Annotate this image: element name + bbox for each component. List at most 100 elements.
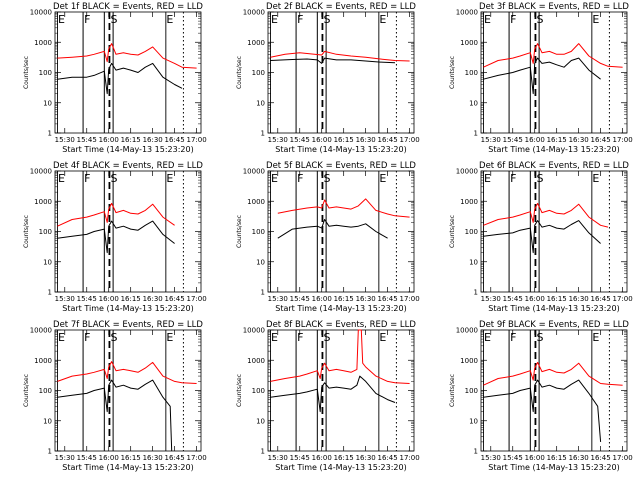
series-events-line	[57, 220, 175, 254]
x-axis-title: Start Time (14-May-13 15:23:20)	[62, 463, 193, 472]
x-tick-label: 15:45	[77, 136, 97, 144]
marker-box-label: E	[271, 331, 278, 344]
x-tick-label: 15:30	[55, 136, 75, 144]
y-axis-title: Counts/sec	[23, 215, 30, 248]
series-lld-line	[483, 361, 623, 386]
y-tick-label: 10000	[243, 9, 265, 17]
panel-7: Det 7f BLACK = Events, RED = LLD 1 10 100 10…	[23, 320, 207, 472]
y-tick-label: 1	[474, 289, 478, 297]
marker-box-label: E	[592, 13, 599, 26]
y-tick-label: 100	[465, 387, 478, 395]
y-tick-label: 1	[474, 448, 478, 456]
panel-title: Det 4f BLACK = Events, RED = LLD	[53, 161, 203, 171]
marker-box-label: E	[484, 331, 491, 344]
y-tick-label: 10	[469, 99, 478, 107]
x-tick-label: 16:30	[569, 295, 589, 303]
x-tick-label: 16:15	[334, 454, 354, 462]
marker-box-label: E	[592, 172, 599, 185]
plot-frame	[480, 329, 628, 452]
x-tick-label: 16:00	[525, 136, 545, 144]
y-axis-title: Counts/sec	[449, 56, 456, 89]
y-tick-label: 10	[43, 99, 52, 107]
y-tick-label: 100	[252, 69, 265, 77]
y-tick-label: 1000	[460, 357, 478, 365]
y-tick-label: 100	[465, 228, 478, 236]
x-axis-title: Start Time (14-May-13 15:23:20)	[488, 145, 619, 154]
y-tick-label: 1000	[34, 39, 52, 47]
panel-title: Det 5f BLACK = Events, RED = LLD	[266, 161, 416, 171]
x-tick-label: 15:45	[77, 295, 97, 303]
y-tick-label: 10000	[456, 9, 478, 17]
plot-frame	[267, 11, 415, 134]
series-events-line	[57, 62, 183, 95]
marker-box-label: E	[379, 13, 386, 26]
x-tick-label: 17:00	[400, 295, 420, 303]
x-tick-label: 16:00	[525, 454, 545, 462]
x-tick-label: 15:45	[290, 454, 310, 462]
x-tick-label: 16:15	[334, 295, 354, 303]
y-tick-label: 1000	[34, 357, 52, 365]
x-tick-label: 16:30	[569, 454, 589, 462]
event-marker-label: S	[536, 13, 543, 26]
series-events-line	[57, 379, 173, 452]
y-tick-label: 1	[261, 130, 265, 138]
x-tick-label: 17:00	[613, 136, 633, 144]
marker-box-label: E	[166, 331, 173, 344]
x-tick-label: 15:30	[481, 136, 501, 144]
event-marker-label: F	[510, 331, 516, 344]
x-axis-title: Start Time (14-May-13 15:23:20)	[488, 304, 619, 313]
marker-box-label: E	[484, 13, 491, 26]
y-tick-label: 100	[39, 69, 52, 77]
x-tick-label: 17:00	[400, 454, 420, 462]
event-marker-label: S	[110, 331, 117, 344]
x-tick-label: 16:15	[121, 136, 141, 144]
x-tick-label: 16:45	[591, 454, 611, 462]
y-tick-label: 100	[39, 387, 52, 395]
panel-title: Det 7f BLACK = Events, RED = LLD	[53, 320, 203, 330]
series-events-line	[270, 375, 396, 413]
x-tick-label: 16:45	[378, 454, 398, 462]
series-events-line	[483, 57, 601, 95]
event-marker-label: S	[536, 331, 543, 344]
series-lld-line	[57, 361, 197, 384]
marker-box-label: E	[166, 172, 173, 185]
plot-frame	[54, 329, 202, 452]
x-axis-title: Start Time (14-May-13 15:23:20)	[275, 463, 406, 472]
x-tick-label: 15:30	[268, 454, 288, 462]
plot-frame	[480, 170, 628, 293]
series-lld-line	[483, 202, 609, 228]
y-axis-title: Counts/sec	[23, 374, 30, 407]
y-tick-label: 1000	[34, 198, 52, 206]
y-tick-label: 1	[48, 289, 52, 297]
x-tick-label: 16:30	[356, 454, 376, 462]
x-tick-label: 17:00	[187, 454, 207, 462]
x-tick-label: 17:00	[187, 136, 207, 144]
x-tick-label: 15:30	[55, 454, 75, 462]
y-tick-label: 100	[252, 228, 265, 236]
y-tick-label: 10	[43, 417, 52, 425]
panel-6: Det 6f BLACK = Events, RED = LLD 1 10 100 10…	[449, 161, 633, 313]
event-marker-label: F	[297, 13, 303, 26]
series-events-line	[483, 379, 602, 442]
event-marker-label: F	[84, 331, 90, 344]
marker-box-label: E	[271, 13, 278, 26]
x-tick-label: 16:30	[143, 136, 163, 144]
y-axis-title: Counts/sec	[236, 215, 243, 248]
event-marker-label: S	[110, 172, 117, 185]
event-marker-label: S	[323, 172, 330, 185]
x-tick-label: 16:00	[99, 136, 119, 144]
y-tick-label: 10000	[456, 327, 478, 335]
x-tick-label: 15:30	[268, 295, 288, 303]
series-lld-line	[57, 202, 175, 227]
y-tick-label: 1000	[460, 39, 478, 47]
series-lld-line	[270, 50, 410, 62]
marker-box-label: E	[484, 172, 491, 185]
x-tick-label: 15:45	[503, 454, 523, 462]
panel-title: Det 8f BLACK = Events, RED = LLD	[266, 320, 416, 330]
y-tick-label: 1000	[247, 39, 265, 47]
y-tick-label: 1	[474, 130, 478, 138]
x-tick-label: 16:30	[143, 295, 163, 303]
y-tick-label: 100	[39, 228, 52, 236]
y-tick-label: 1000	[247, 198, 265, 206]
